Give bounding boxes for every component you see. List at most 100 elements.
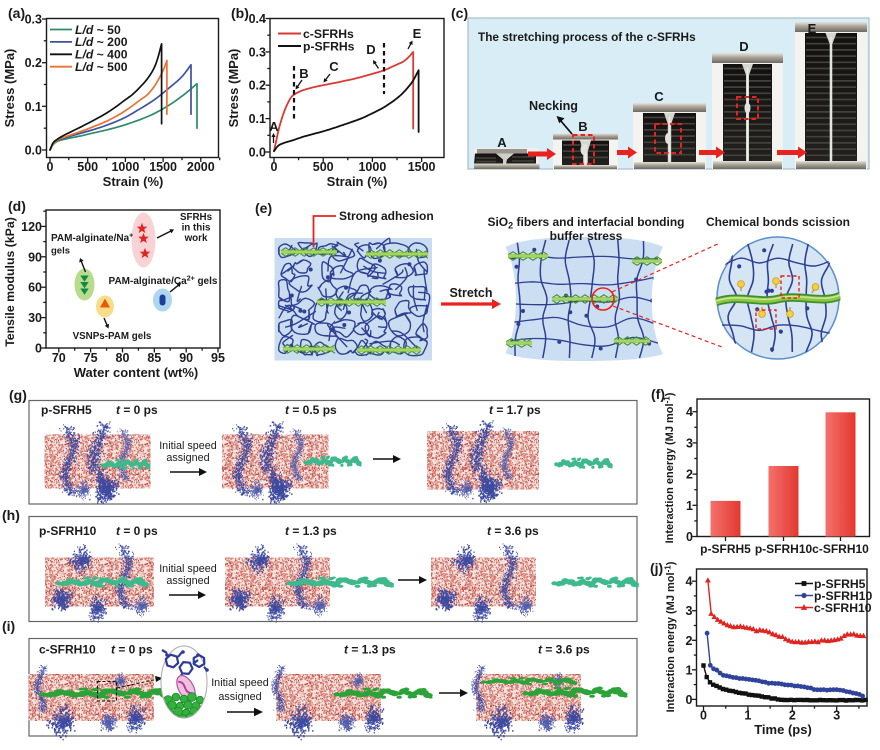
svg-text:A: A xyxy=(269,119,279,134)
svg-text:c-SFRHs: c-SFRHs xyxy=(303,27,354,41)
svg-text:95: 95 xyxy=(211,351,225,365)
svg-text:500: 500 xyxy=(77,160,98,174)
svg-text:p-SFRHs: p-SFRHs xyxy=(303,40,355,54)
svg-text:(h): (h) xyxy=(2,507,20,523)
svg-text:4: 4 xyxy=(686,405,693,419)
svg-text:Strain (%): Strain (%) xyxy=(327,174,388,189)
svg-text:C: C xyxy=(329,59,339,74)
svg-text:2: 2 xyxy=(686,634,693,648)
svg-text:0.2: 0.2 xyxy=(25,56,42,70)
svg-text:0.3: 0.3 xyxy=(25,12,42,26)
svg-text:2: 2 xyxy=(686,468,693,482)
svg-text:A: A xyxy=(497,135,507,150)
svg-text:4: 4 xyxy=(686,575,693,589)
svg-text:90: 90 xyxy=(28,250,42,264)
svg-text:Water content (wt%): Water content (wt%) xyxy=(74,365,198,380)
svg-text:2000: 2000 xyxy=(187,160,215,174)
svg-text:(c): (c) xyxy=(451,5,468,21)
svg-text:t = 3.6 ps: t = 3.6 ps xyxy=(487,524,539,538)
svg-text:0.2: 0.2 xyxy=(249,79,266,93)
svg-text:75: 75 xyxy=(84,351,98,365)
svg-text:Interaction energy (MJ mol-1): Interaction energy (MJ mol-1) xyxy=(663,392,677,543)
svg-text:0.1: 0.1 xyxy=(25,100,42,114)
svg-text:p-SFRH5: p-SFRH5 xyxy=(814,577,866,591)
svg-text:p-SFRH5: p-SFRH5 xyxy=(41,403,92,417)
svg-text:B: B xyxy=(299,66,308,81)
svg-text:p-SFRH10: p-SFRH10 xyxy=(814,589,872,603)
svg-text:1: 1 xyxy=(686,499,693,513)
svg-text:1000: 1000 xyxy=(111,160,139,174)
svg-text:C: C xyxy=(654,89,664,104)
svg-text:t = 0 ps: t = 0 ps xyxy=(111,643,153,657)
svg-text:Time (ps): Time (ps) xyxy=(754,722,812,737)
svg-text:1: 1 xyxy=(744,709,751,723)
svg-text:SFRHs: SFRHs xyxy=(180,212,213,223)
svg-text:buffer stress: buffer stress xyxy=(550,229,623,243)
svg-text:PAM-alginate/Ca2+ gels: PAM-alginate/Ca2+ gels xyxy=(109,276,218,288)
svg-text:70: 70 xyxy=(52,351,66,365)
svg-text:D: D xyxy=(739,39,748,54)
svg-text:Chemical bonds scission: Chemical bonds scission xyxy=(706,215,850,229)
svg-text:L/d ~ 500: L/d ~ 500 xyxy=(75,60,128,74)
svg-text:1: 1 xyxy=(686,663,693,677)
svg-text:L/d ~ 50: L/d ~ 50 xyxy=(75,23,121,37)
svg-text:0: 0 xyxy=(47,160,54,174)
svg-text:0: 0 xyxy=(35,342,42,356)
svg-text:c-SFRH10: c-SFRH10 xyxy=(812,542,869,556)
svg-text:Interaction energy (MJ mol-1): Interaction energy (MJ mol-1) xyxy=(664,561,678,712)
svg-text:60: 60 xyxy=(28,281,42,295)
svg-text:B: B xyxy=(578,119,587,134)
svg-text:0: 0 xyxy=(686,530,693,544)
svg-text:assigned: assigned xyxy=(218,691,261,703)
svg-text:assigned: assigned xyxy=(166,575,209,587)
svg-text:t = 0 ps: t = 0 ps xyxy=(116,403,158,417)
svg-text:D: D xyxy=(366,42,375,57)
svg-text:SiO2 fibers and interfacial bo: SiO2 fibers and interfacial bonding xyxy=(487,215,684,231)
svg-text:p-SFRH10: p-SFRH10 xyxy=(755,542,813,556)
svg-text:Tensile modulus (kPa): Tensile modulus (kPa) xyxy=(3,217,17,347)
svg-text:gels: gels xyxy=(51,246,70,257)
svg-text:(d): (d) xyxy=(8,198,26,214)
svg-text:(e): (e) xyxy=(255,200,272,216)
svg-text:c-SFRH10: c-SFRH10 xyxy=(814,601,872,615)
svg-text:p-SFRH5: p-SFRH5 xyxy=(700,542,751,556)
svg-text:The stretching process of the: The stretching process of the c-SFRHs xyxy=(478,30,696,44)
svg-text:90: 90 xyxy=(179,351,193,365)
svg-text:0: 0 xyxy=(271,160,278,174)
svg-text:(g): (g) xyxy=(9,387,27,403)
svg-text:0.3: 0.3 xyxy=(249,45,266,59)
svg-text:0: 0 xyxy=(700,709,707,723)
svg-text:work: work xyxy=(184,233,208,244)
svg-text:1500: 1500 xyxy=(408,160,436,174)
svg-text:(b): (b) xyxy=(231,5,249,21)
svg-text:assigned: assigned xyxy=(166,452,209,464)
svg-text:Stress (MPa): Stress (MPa) xyxy=(2,49,17,128)
svg-text:500: 500 xyxy=(313,160,334,174)
svg-text:80: 80 xyxy=(116,351,130,365)
svg-text:t = 3.6 ps: t = 3.6 ps xyxy=(538,643,590,657)
svg-text:Stretch: Stretch xyxy=(449,286,492,300)
svg-text:L/d ~ 200: L/d ~ 200 xyxy=(75,35,128,49)
svg-text:Initial speed: Initial speed xyxy=(159,563,217,575)
svg-text:in this: in this xyxy=(182,223,211,234)
svg-text:E: E xyxy=(413,26,422,41)
svg-text:(j): (j) xyxy=(650,560,663,576)
svg-text:0.1: 0.1 xyxy=(249,112,266,126)
svg-text:(i): (i) xyxy=(2,618,15,634)
svg-text:0.0: 0.0 xyxy=(25,144,42,158)
svg-text:Strong adhesion: Strong adhesion xyxy=(339,209,434,223)
svg-text:3: 3 xyxy=(686,604,693,618)
svg-text:(a): (a) xyxy=(8,5,25,21)
svg-text:p-SFRH10: p-SFRH10 xyxy=(39,524,97,538)
svg-text:Stress (MPa): Stress (MPa) xyxy=(226,49,241,128)
svg-text:85: 85 xyxy=(147,351,161,365)
svg-text:30: 30 xyxy=(28,311,42,325)
svg-text:(f): (f) xyxy=(651,386,665,402)
svg-text:t = 1.7 ps: t = 1.7 ps xyxy=(489,403,541,417)
svg-text:3: 3 xyxy=(833,709,840,723)
svg-text:c-SFRH10: c-SFRH10 xyxy=(39,643,96,657)
svg-text:VSNPs-PAM gels: VSNPs-PAM gels xyxy=(73,331,152,342)
svg-text:0.4: 0.4 xyxy=(249,12,266,26)
svg-text:120: 120 xyxy=(21,220,42,234)
svg-text:PAM-alginate/Na+: PAM-alginate/Na+ xyxy=(51,233,133,245)
